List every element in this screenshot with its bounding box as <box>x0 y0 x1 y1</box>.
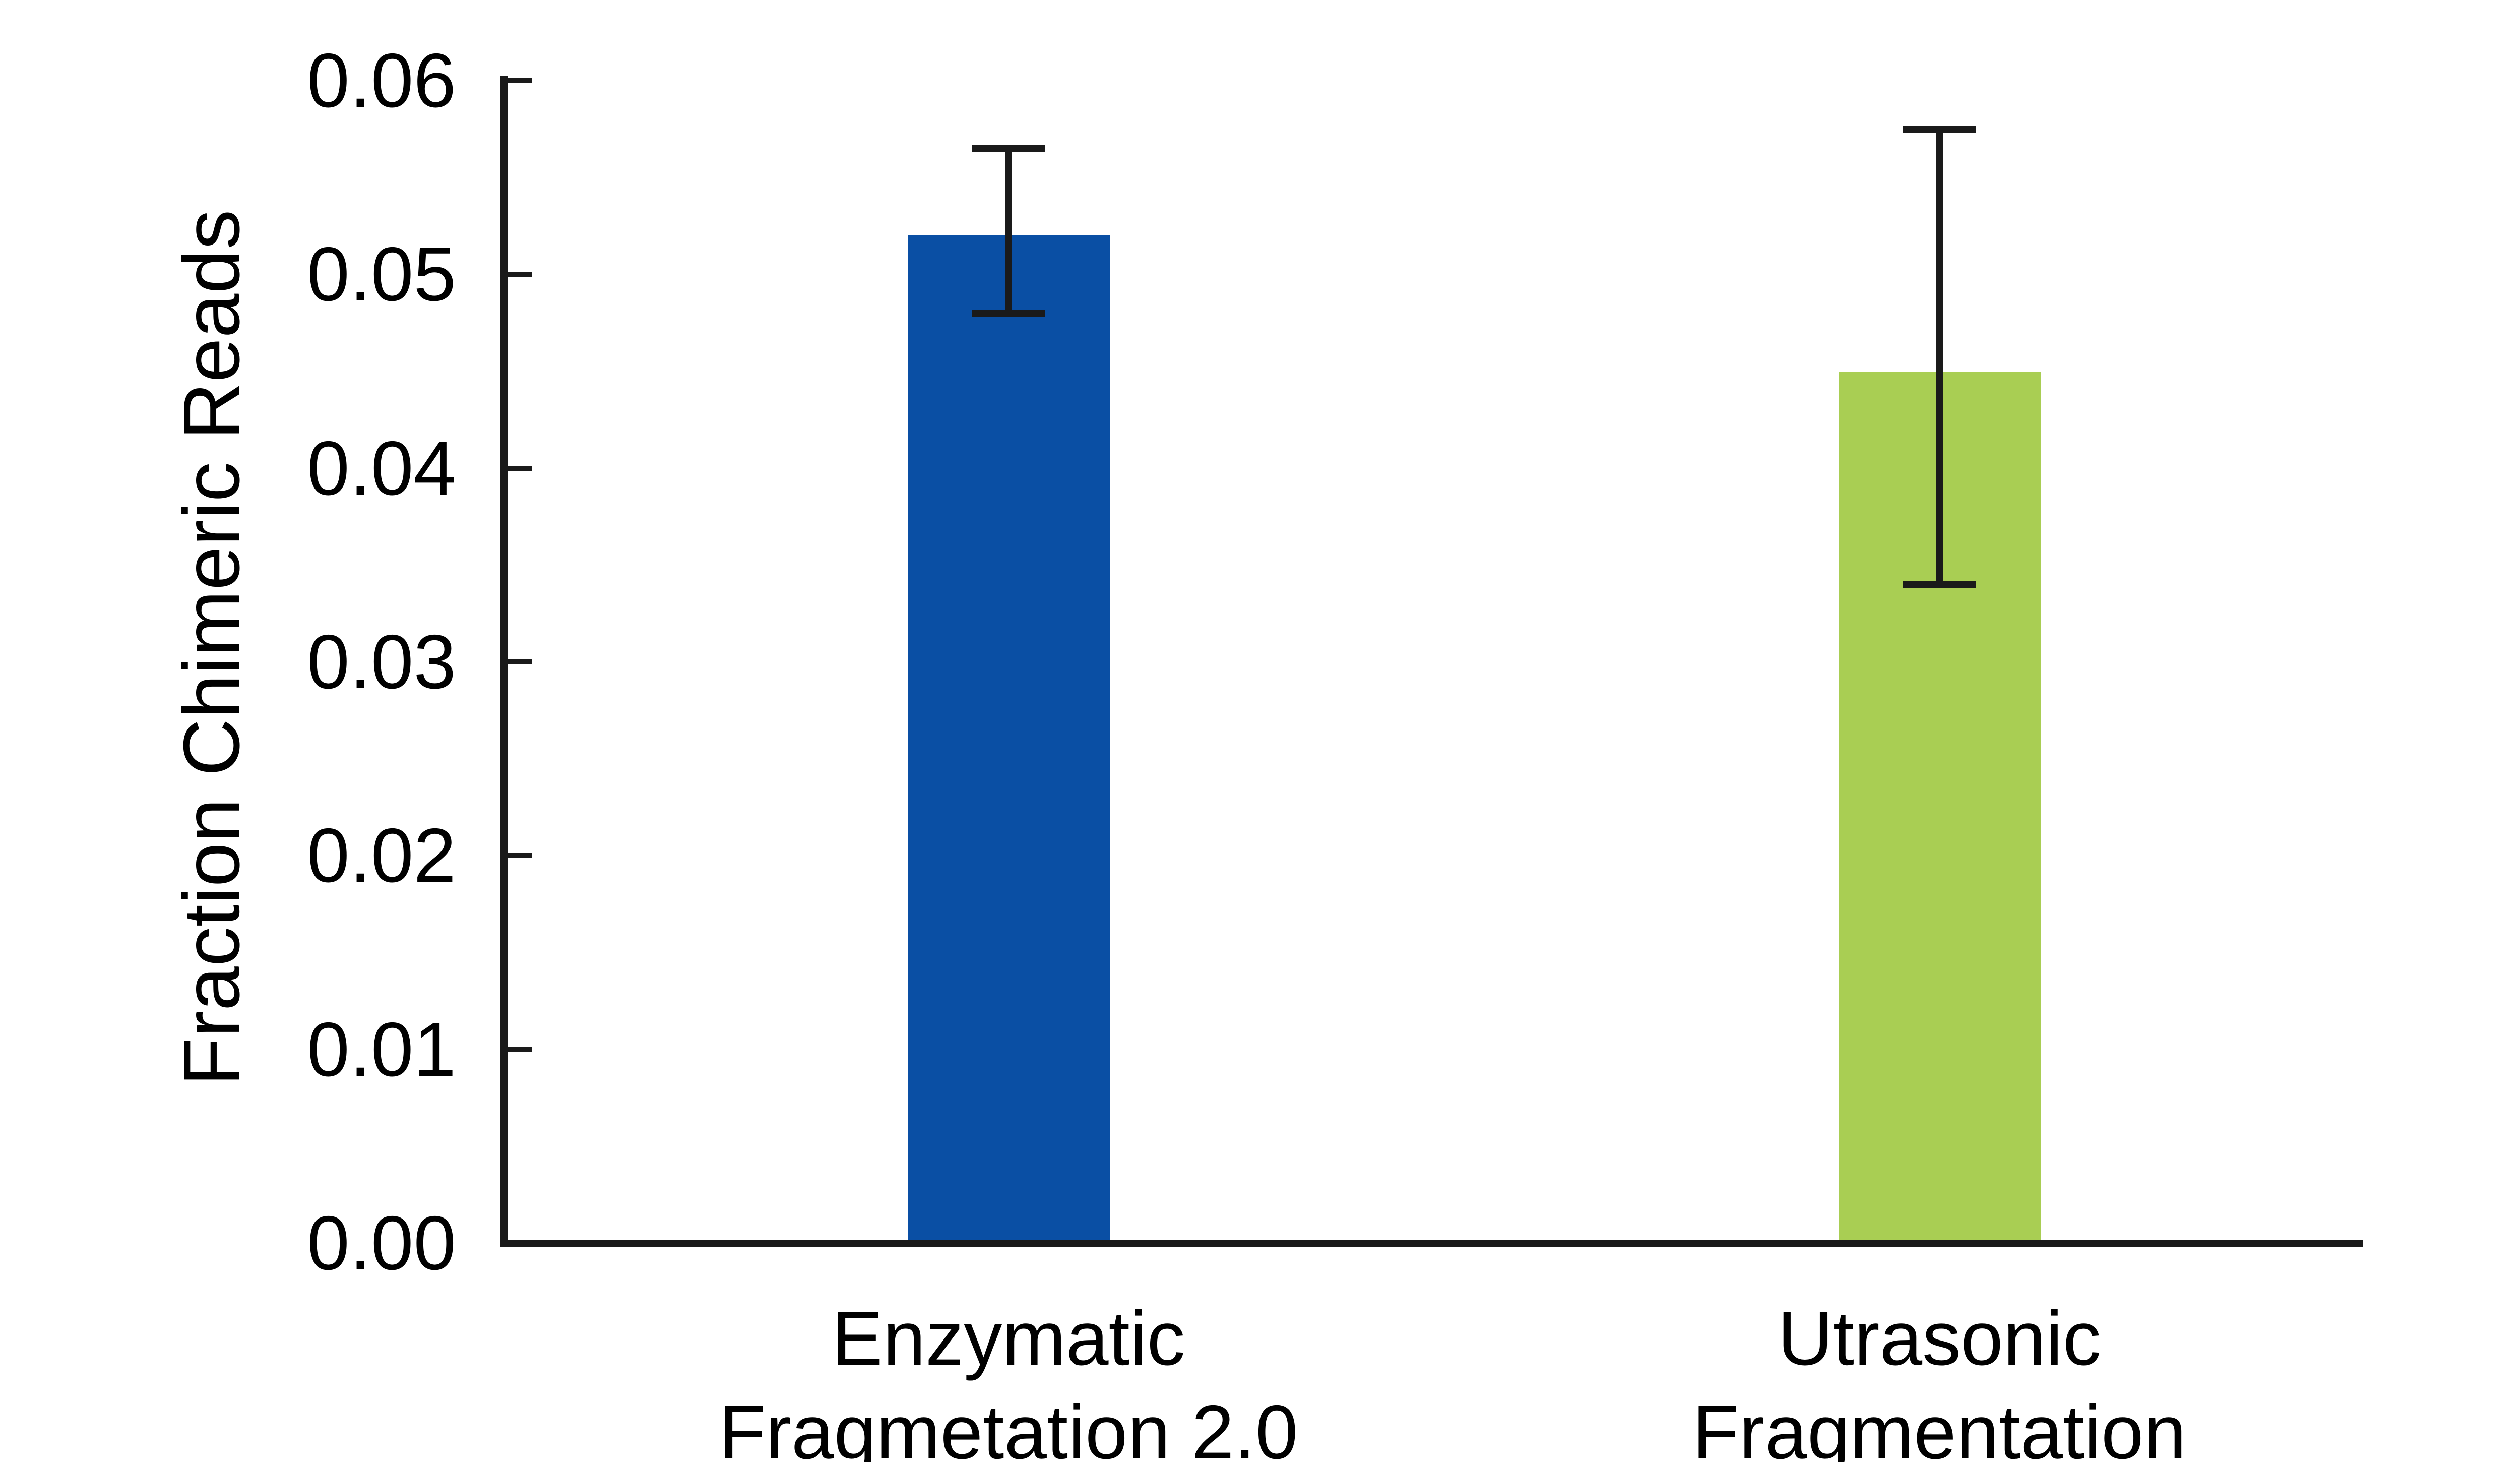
y-tick-mark <box>504 853 532 859</box>
x-category-label-line: Fragmentation <box>1692 1389 2187 1462</box>
x-category-label-line: Fragmetation 2.0 <box>719 1389 1298 1462</box>
y-tick-mark <box>504 1241 532 1246</box>
y-tick-mark <box>504 1047 532 1052</box>
y-tick-mark <box>504 465 532 471</box>
error-bar-cap-bottom <box>1903 581 1976 588</box>
y-tick-label: 0.00 <box>307 1200 456 1286</box>
y-tick-label: 0.02 <box>307 813 456 899</box>
y-tick-mark <box>504 659 532 664</box>
y-tick-mark <box>504 78 532 83</box>
y-tick-label: 0.05 <box>307 231 456 318</box>
x-category-label-enzymatic: Enzymatic Fragmetation 2.0 <box>454 1292 1563 1462</box>
y-tick-label: 0.04 <box>307 425 456 511</box>
y-tick-label: 0.06 <box>307 38 456 124</box>
error-bar-cap-top <box>972 145 1045 152</box>
error-bar-cap-top <box>1903 126 1976 133</box>
y-tick-label: 0.01 <box>307 1006 456 1092</box>
y-tick-mark <box>504 272 532 277</box>
error-bar-line <box>1005 148 1012 314</box>
error-bar-line <box>1936 129 1943 585</box>
bar-enzymatic <box>907 235 1110 1247</box>
x-category-label-line: Enzymatic <box>832 1296 1185 1381</box>
x-category-label-ultrasonic: Utrasonic Fragmentation <box>1385 1292 2494 1462</box>
x-axis-line <box>500 1240 2363 1247</box>
y-tick-label: 0.03 <box>307 619 456 705</box>
x-category-label-line: Utrasonic <box>1778 1296 2101 1381</box>
error-bar-cap-bottom <box>972 310 1045 317</box>
